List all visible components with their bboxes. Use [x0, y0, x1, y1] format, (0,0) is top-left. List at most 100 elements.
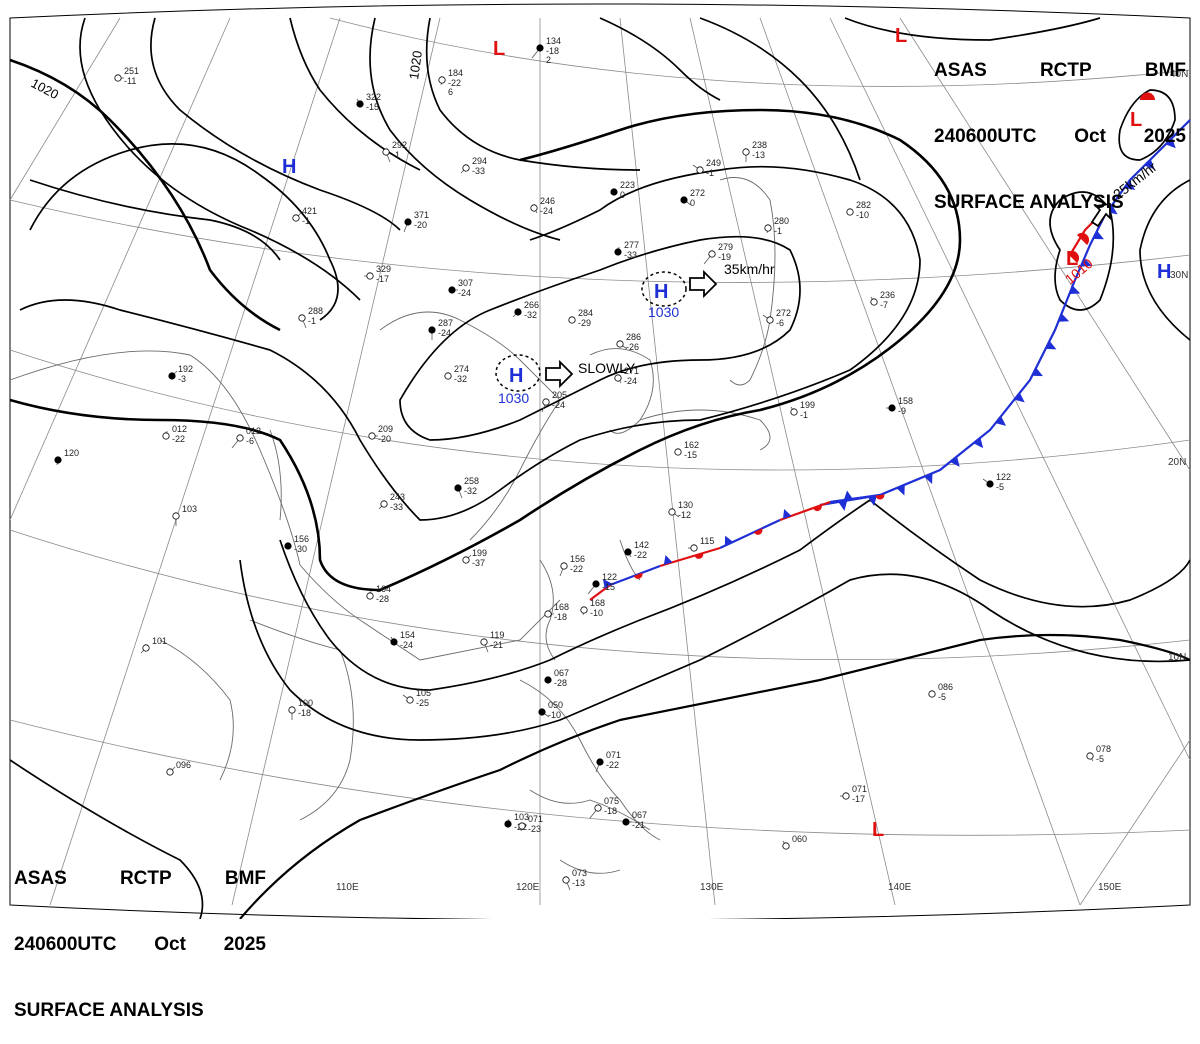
station-tendency: -25 — [416, 698, 429, 708]
station-circle — [668, 508, 676, 516]
station-circle — [782, 842, 790, 850]
station-tendency: -17 — [376, 274, 389, 284]
station-circle — [390, 638, 398, 646]
station-pressure: 119 — [490, 630, 504, 640]
station-pressure: 105 — [416, 688, 431, 698]
stationary-front-segment — [589, 584, 611, 601]
cold-front-triangle — [1069, 285, 1081, 294]
station-circle — [54, 456, 62, 464]
station-circle — [560, 562, 568, 570]
station-circle — [610, 188, 618, 196]
station-tendency: -28 — [376, 594, 389, 604]
station-plot: 162-15 — [674, 440, 699, 460]
station-plot: 071-22 — [595, 750, 621, 773]
high-center-rings — [495, 271, 687, 392]
station-tendency: -28 — [554, 678, 567, 688]
station-plot: 371-20 — [403, 210, 429, 233]
station-pressure: 168 — [590, 598, 605, 608]
station-pressure: 280 — [774, 216, 789, 226]
isobars — [9, 17, 1191, 919]
station-circle — [448, 286, 456, 294]
cold-front-line — [819, 119, 1191, 507]
station-plot: 246-24 — [530, 196, 555, 216]
station-pressure: 101 — [152, 636, 167, 646]
station-circle — [766, 316, 774, 324]
station-pressure: 282 — [856, 200, 871, 210]
station-plot: 105-25 — [402, 688, 431, 708]
isobar-value-label: 1020 — [406, 50, 425, 81]
station-pressure: 073 — [572, 868, 587, 878]
station-plot: 012-22 — [162, 424, 187, 444]
station-pressure: 272 — [690, 188, 705, 198]
station-tendency: -26 — [626, 342, 639, 352]
station-pressure: 122 — [602, 572, 617, 582]
station-pressure: 209 — [378, 424, 393, 434]
station-plot: 243-33 — [378, 492, 405, 512]
station-plot: 115 — [688, 536, 714, 552]
high-pressure-symbol: H — [282, 156, 296, 178]
station-plot: 236-7 — [870, 290, 895, 310]
station-circle — [592, 580, 600, 588]
station-plot: 103 — [172, 504, 197, 526]
station-plot: 071-23 — [518, 814, 543, 834]
station-circle — [382, 148, 390, 156]
station-circle — [298, 314, 306, 322]
station-pressure: 272 — [776, 308, 791, 318]
cold-front-triangle — [867, 495, 877, 507]
station-tendency: -22 — [606, 760, 619, 770]
station-circle — [764, 224, 772, 232]
station-circle — [842, 792, 850, 800]
warm-front-semicircle — [1077, 232, 1090, 245]
header-month: Oct — [154, 934, 186, 955]
station-tendency: -1 — [392, 150, 400, 160]
station-circle — [846, 208, 854, 216]
station-tendency: -3 — [178, 374, 186, 384]
cold-front-triangle — [924, 473, 933, 485]
station-plot: 288-1 — [298, 306, 323, 329]
station-tendency: -29 — [578, 318, 591, 328]
longitude-label: 130E — [700, 882, 724, 893]
high-pressure-symbol: H — [654, 281, 668, 303]
header-source: ASAS — [934, 60, 987, 81]
station-tendency: -10 — [856, 210, 869, 220]
header-datetime: 240600UTC — [934, 126, 1037, 147]
station-tendency: -10 — [548, 710, 561, 720]
low-pressure-symbol: L — [493, 38, 505, 60]
station-pressure: 078 — [1096, 744, 1111, 754]
station-plot: 168-10 — [580, 598, 605, 618]
station-plot: 073-13 — [562, 868, 587, 891]
station-pressure: 142 — [634, 540, 649, 550]
chart-header-bottom-left: ASAS RCTP BMF 240600UTC Oct 2025 SURFACE ANA… — [14, 824, 266, 1044]
cold-front-triangle — [1045, 340, 1057, 350]
cold-front-triangle — [782, 508, 792, 519]
station-pressure: 266 — [524, 300, 539, 310]
station-pressure: 251 — [124, 66, 139, 76]
station-tendency: 0 — [690, 198, 695, 208]
station-circle — [166, 768, 174, 776]
station-tendency: -30 — [294, 544, 307, 554]
station-pressure: 134 — [546, 36, 561, 46]
station-pressure: 156 — [294, 534, 309, 544]
station-plot: 292-1 — [382, 140, 407, 163]
station-circle — [594, 804, 602, 812]
station-plot: 277-33 — [614, 240, 639, 260]
station-pressure: 277 — [624, 240, 639, 250]
station-tendency: -18 — [604, 806, 617, 816]
station-pressure: 322 — [366, 92, 381, 102]
station-pressure: 130 — [678, 500, 693, 510]
station-circle — [562, 876, 570, 884]
cold-front-triangle — [1144, 159, 1155, 170]
station-circle — [544, 676, 552, 684]
station-plot: 101 — [140, 636, 167, 654]
station-tendency: -32 — [454, 374, 467, 384]
station-pressure: 294 — [472, 156, 487, 166]
header-office: BMF — [1144, 60, 1186, 81]
station-circle — [172, 512, 180, 520]
station-plot: 164-28 — [366, 584, 391, 604]
station-tendency: -10 — [590, 608, 603, 618]
station-visibility: 2 — [546, 55, 551, 65]
longitude-label: 120E — [516, 882, 540, 893]
cold-front-triangle — [663, 554, 673, 565]
station-plot: 199-1 — [790, 400, 815, 420]
station-tendency: -1 — [308, 316, 316, 326]
